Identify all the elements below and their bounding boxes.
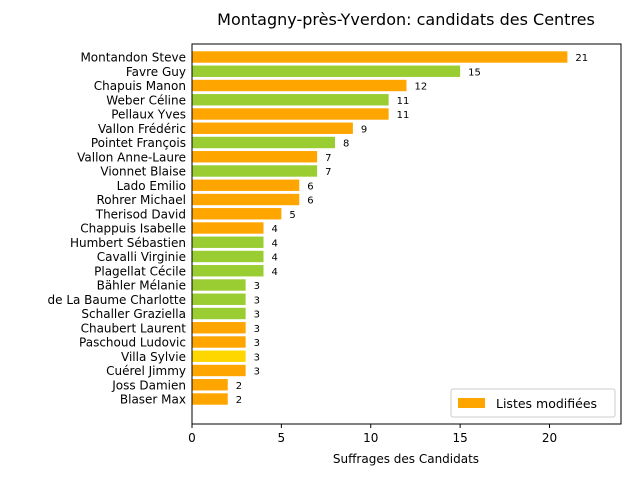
bar	[192, 350, 246, 362]
x-tick-label: 0	[188, 431, 196, 445]
bar	[192, 322, 246, 334]
bars-group	[192, 51, 568, 405]
legend: Listes modifiées	[450, 388, 616, 418]
value-label: 3	[254, 324, 260, 335]
value-label: 3	[254, 367, 260, 378]
value-label: 3	[254, 281, 260, 292]
bar	[192, 65, 461, 77]
bar	[192, 293, 246, 305]
value-label: 12	[415, 82, 428, 93]
bar	[192, 307, 246, 320]
category-label: Cuérel Jimmy	[106, 364, 186, 378]
bar	[192, 122, 353, 134]
category-label: Vallon Frédéric	[98, 122, 186, 136]
bar	[192, 94, 389, 106]
value-label: 4	[272, 224, 278, 235]
bar	[192, 222, 264, 234]
category-label: Montandon Steve	[80, 51, 186, 65]
bar	[192, 79, 407, 92]
category-label: Schaller Graziella	[81, 307, 186, 321]
category-label: Weber Céline	[106, 93, 186, 107]
x-tick-label: 15	[452, 431, 467, 445]
bar	[192, 393, 228, 405]
value-label: 7	[325, 167, 331, 178]
value-label: 7	[325, 153, 331, 164]
value-label: 3	[254, 310, 260, 321]
category-label: Pointet François	[91, 136, 186, 150]
bar	[192, 193, 300, 206]
category-label: Therisod David	[95, 207, 186, 221]
category-label: Vionnet Blaise	[100, 165, 186, 179]
bar	[192, 336, 246, 348]
value-label: 15	[468, 67, 481, 78]
category-label: Joss Damien	[111, 378, 186, 392]
bar	[192, 136, 335, 149]
legend-label: Listes modifiées	[496, 396, 597, 411]
x-axis-label: Suffrages des Candidats	[333, 452, 479, 466]
bar	[192, 265, 264, 277]
category-label: Lado Emilio	[117, 179, 186, 193]
x-tick-label: 5	[278, 431, 286, 445]
value-label: 8	[343, 139, 349, 150]
category-label: Plagellat Cécile	[94, 264, 186, 278]
category-label: Rohrer Michael	[96, 193, 186, 207]
category-label: Chaubert Laurent	[81, 321, 187, 335]
bar	[192, 279, 246, 291]
bar	[192, 108, 389, 120]
x-axis-ticks: 0 5 10 15 20	[188, 424, 557, 445]
value-label: 4	[272, 238, 278, 249]
plot-frame	[191, 43, 622, 425]
category-label: Vallon Anne-Laure	[77, 150, 186, 164]
category-label: Chappuis Isabelle	[80, 222, 186, 236]
value-label: 3	[254, 338, 260, 349]
category-label: Chapuis Manon	[94, 79, 186, 93]
bar	[192, 379, 228, 391]
value-label: 2	[236, 381, 242, 392]
category-label: Paschoud Ludovic	[79, 336, 186, 350]
value-label: 4	[272, 253, 278, 264]
x-tick-label: 10	[363, 431, 378, 445]
value-label: 11	[397, 96, 410, 107]
category-label: Humbert Sébastien	[70, 236, 186, 250]
category-label: Blaser Max	[120, 393, 186, 407]
x-tick-label: 20	[542, 431, 557, 445]
value-label: 3	[254, 295, 260, 306]
value-label: 9	[361, 124, 367, 135]
bar	[192, 51, 568, 63]
value-label: 11	[397, 110, 410, 121]
category-label: de La Baume Charlotte	[48, 293, 187, 307]
value-label: 3	[254, 352, 260, 363]
chart-title: Montagny-près-Yverdon: candidats des Cen…	[217, 10, 595, 29]
category-label: Villa Sylvie	[121, 350, 186, 364]
bar	[192, 236, 264, 248]
value-label: 6	[307, 196, 313, 207]
bar	[192, 179, 300, 191]
category-label: Cavalli Virginie	[97, 250, 186, 264]
value-label: 21	[575, 53, 588, 64]
value-label: 4	[272, 267, 278, 278]
category-label: Pellaux Yves	[111, 108, 186, 122]
value-label: 6	[307, 181, 313, 192]
legend-swatch	[458, 398, 485, 408]
bar	[192, 151, 318, 163]
value-label: 5	[289, 210, 295, 221]
bar	[192, 250, 264, 263]
category-label: Bähler Mélanie	[97, 279, 186, 293]
bar	[192, 208, 282, 220]
value-label: 2	[236, 395, 242, 406]
bar	[192, 165, 318, 177]
legend-box	[450, 388, 616, 418]
bar	[192, 364, 246, 377]
category-label: Favre Guy	[126, 65, 186, 79]
